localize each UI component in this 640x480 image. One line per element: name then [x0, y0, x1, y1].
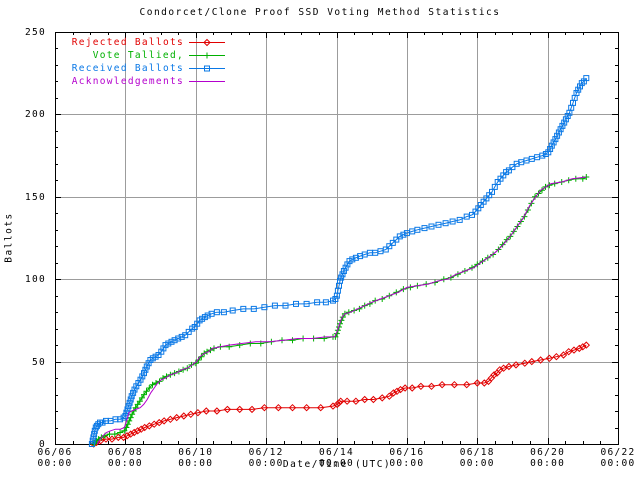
- legend-item-rejected-ballots: Rejected Ballots: [58, 36, 226, 49]
- grid-lines: [55, 32, 618, 444]
- legend: Rejected Ballots Vote Tallied, Received …: [58, 36, 226, 88]
- y-tick-label: 50: [31, 356, 46, 368]
- legend-sample-line: [189, 81, 225, 82]
- y-tick-label: 150: [24, 191, 46, 203]
- legend-label: Acknowledgements: [71, 76, 184, 87]
- series-vote-tallied: [90, 174, 590, 447]
- legend-label: Rejected Ballots: [71, 37, 184, 48]
- legend-label: Received Ballots: [71, 63, 184, 74]
- chart-title: Condorcet/Clone Proof SSD Voting Method …: [139, 7, 501, 18]
- legend-item-acknowledgements: Acknowledgements: [58, 75, 226, 88]
- x-tick-label: 06/12 00:00: [248, 447, 284, 469]
- legend-item-received-ballots: Received Ballots: [58, 62, 226, 75]
- x-tick-label: 06/16 00:00: [389, 447, 425, 469]
- legend-item-vote-tallied: Vote Tallied,: [58, 49, 226, 62]
- y-tick-label: 0: [38, 439, 46, 450]
- legend-sample-line: [189, 38, 225, 47]
- legend-sample-line: [189, 52, 225, 59]
- series-rejected-ballots: [89, 341, 591, 448]
- y-tick-label: 100: [24, 274, 46, 286]
- x-tick-label: 06/10 00:00: [178, 447, 214, 469]
- x-tick-label: 06/18 00:00: [459, 447, 495, 469]
- x-axis-title: Date/Time (UTC): [282, 459, 392, 470]
- x-tick-label: 06/06 00:00: [37, 447, 73, 469]
- legend-label: Vote Tallied,: [92, 50, 184, 61]
- y-tick-label: 250: [24, 27, 46, 38]
- series-received-ballots: [88, 75, 590, 447]
- x-tick-label: 06/08 00:00: [107, 447, 143, 469]
- x-tick-label: 06/20 00:00: [530, 447, 566, 469]
- x-tick-label: 06/14 00:00: [318, 447, 355, 469]
- axes-and-ticks: [55, 32, 619, 445]
- x-tick-label: 06/22 00:00: [600, 447, 636, 469]
- y-tick-label: 200: [24, 109, 46, 121]
- legend-sample-line: [189, 65, 225, 72]
- series-acknowledgements: [96, 176, 587, 445]
